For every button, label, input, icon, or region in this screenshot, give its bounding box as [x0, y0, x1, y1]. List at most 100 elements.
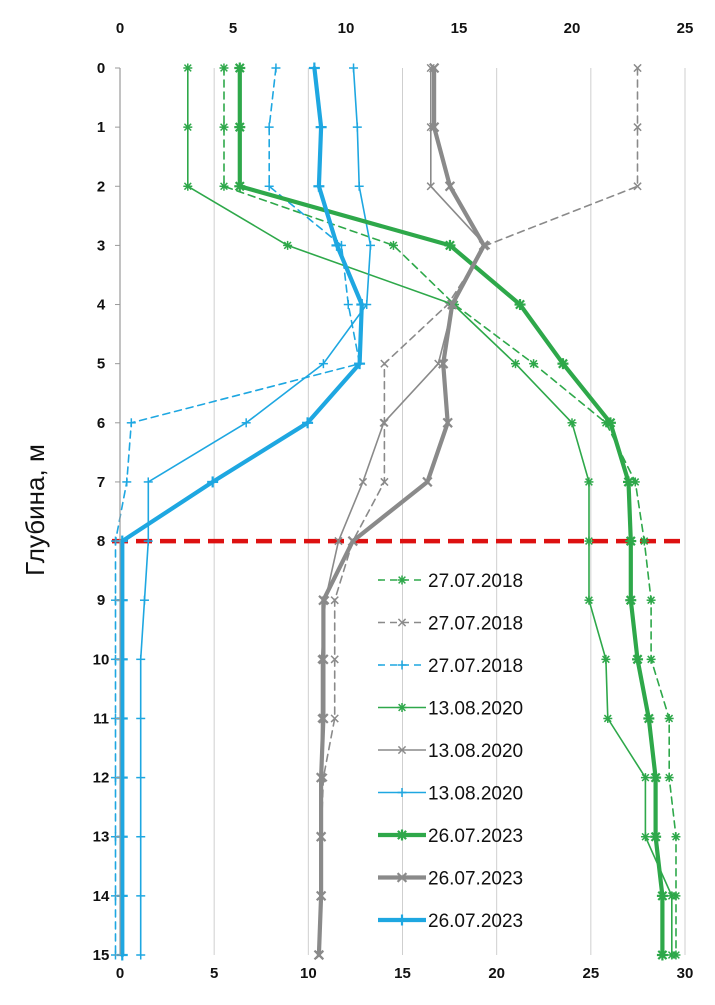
- series-8-point-2: [313, 180, 325, 192]
- series-7-point-4-d2: [447, 299, 458, 310]
- x-top-tick-label-25: 25: [677, 20, 694, 37]
- series-1-point-7-d2: [380, 477, 389, 487]
- series-7-point-15: [313, 949, 325, 961]
- legend-item-8: 26.07.2023: [378, 911, 523, 932]
- y-tick-label-14: 14: [93, 888, 110, 905]
- series-3-point-6: [567, 418, 577, 428]
- y-tick-label-10: 10: [93, 651, 110, 668]
- series-6-point-10-d2: [632, 654, 643, 665]
- series-2-point-0: [271, 63, 281, 73]
- series-7-point-5-d2: [438, 358, 449, 369]
- legend-label-8: 26.07.2023: [428, 911, 523, 932]
- series-8-point-6: [302, 417, 314, 429]
- series-3-point-8-d2: [585, 537, 593, 545]
- series-0-point-8-d2: [640, 537, 649, 545]
- legend-label-0: 27.07.2018: [428, 571, 523, 592]
- series-1-point-11-d2: [330, 714, 339, 723]
- series-5-point-12: [136, 773, 146, 783]
- series-7-point-6-d2: [442, 417, 453, 428]
- series-6-point-15-d2: [657, 950, 668, 960]
- series-0-point-1: [219, 122, 229, 132]
- legend: 27.07.2018 27.07.2018 27.07.2018 13.08.2020…: [378, 571, 523, 932]
- series-3-point-1: [183, 122, 193, 132]
- legend-label-5: 13.08.2020: [428, 784, 523, 805]
- legend-marker-0-d2: [398, 576, 406, 584]
- series-6-point-3: [444, 239, 456, 251]
- series-0-point-2-d2: [220, 182, 228, 191]
- legend-marker-5: [397, 788, 407, 797]
- series-5-line: [139, 67, 372, 956]
- legend-marker-7-d2: [396, 872, 408, 883]
- series-7-point-3: [478, 240, 490, 251]
- series-5-point-1: [352, 122, 362, 132]
- legend-item-4: 13.08.2020: [378, 741, 523, 762]
- series-5-point-15: [136, 950, 146, 960]
- series-0-point-13-d2: [672, 832, 680, 841]
- legend-marker-4-d2: [397, 745, 407, 755]
- legend-item-5: 13.08.2020: [378, 784, 523, 805]
- y-tick-label-5: 5: [97, 356, 105, 373]
- series-3-point-1-d2: [183, 123, 192, 132]
- series-7-point-13-d2: [315, 831, 327, 842]
- series-5-point-7: [143, 477, 153, 487]
- y-tick-label-6: 6: [97, 415, 105, 432]
- series-6-point-1: [234, 121, 246, 133]
- legend-label-7: 26.07.2023: [428, 869, 523, 890]
- series-7-point-13: [315, 831, 327, 842]
- y-tick-label-3: 3: [97, 237, 105, 254]
- series-6-point-4-d2: [515, 299, 525, 310]
- series-0-point-8: [639, 536, 649, 546]
- series-3-point-14-d2: [667, 891, 676, 900]
- series-7-point-0-d2: [428, 62, 440, 74]
- series-7-point-9-d2: [318, 595, 329, 606]
- series-8-point-5: [354, 358, 366, 370]
- series-7-point-14: [315, 890, 327, 902]
- y-tick-label-0: 0: [97, 60, 105, 77]
- series-6-point-5: [557, 358, 569, 370]
- x-bottom-tick-label-15: 15: [394, 965, 411, 982]
- y-tick-label-9: 9: [97, 592, 105, 609]
- series-0-point-1-d2: [220, 123, 228, 132]
- x-bottom-tick-label-10: 10: [300, 965, 317, 982]
- series-3-point-13-d2: [641, 832, 650, 841]
- series-3-point-11: [603, 713, 613, 723]
- series-6-point-6: [604, 417, 616, 429]
- legend-marker-6-d2: [397, 830, 407, 840]
- legend-label-3: 13.08.2020: [428, 699, 523, 720]
- x-top-tick-label-0: 0: [116, 20, 124, 37]
- series-0-point-12: [664, 773, 674, 783]
- series-6-point-9: [625, 594, 637, 606]
- series-6-point-14-d2: [657, 890, 668, 901]
- legend-marker-0: [397, 575, 407, 585]
- series-0-point-0-d2: [220, 64, 228, 72]
- series-7-point-7-d2: [422, 476, 433, 488]
- series-7-point-3-d2: [478, 240, 490, 251]
- series-6-point-0: [234, 62, 246, 74]
- series-1-point-5-d2: [380, 359, 389, 368]
- series-4-point-7: [358, 477, 368, 487]
- series-5-point-10: [136, 654, 146, 664]
- series-7-point-8: [347, 535, 358, 547]
- y-tick-label-4: 4: [97, 297, 106, 314]
- series-0-point-10: [646, 654, 656, 664]
- series-1: [314, 63, 642, 960]
- x-top-tick-label-15: 15: [451, 20, 468, 37]
- series-5-point-11: [136, 713, 146, 723]
- series-1-point-0: [633, 63, 642, 73]
- series-4-point-2: [426, 182, 435, 191]
- legend-marker-3-d2: [398, 703, 406, 712]
- series-7-point-1-d2: [428, 121, 440, 133]
- series-6-point-11: [643, 712, 655, 724]
- y-tick-label-8: 8: [97, 533, 105, 550]
- series-8-point-0: [308, 62, 320, 74]
- legend-marker-1-d2: [397, 618, 407, 627]
- x-bottom-tick-label-20: 20: [488, 965, 505, 982]
- series-8-point-4: [356, 299, 368, 311]
- series-4-point-6: [379, 418, 388, 427]
- series-3-point-14: [667, 891, 677, 901]
- legend-label-4: 13.08.2020: [428, 741, 523, 762]
- legend-item-6: 26.07.2023: [378, 826, 523, 847]
- series-0-point-0: [219, 63, 229, 73]
- series-3-point-10-d2: [601, 655, 610, 664]
- series-6-point-10: [632, 653, 644, 665]
